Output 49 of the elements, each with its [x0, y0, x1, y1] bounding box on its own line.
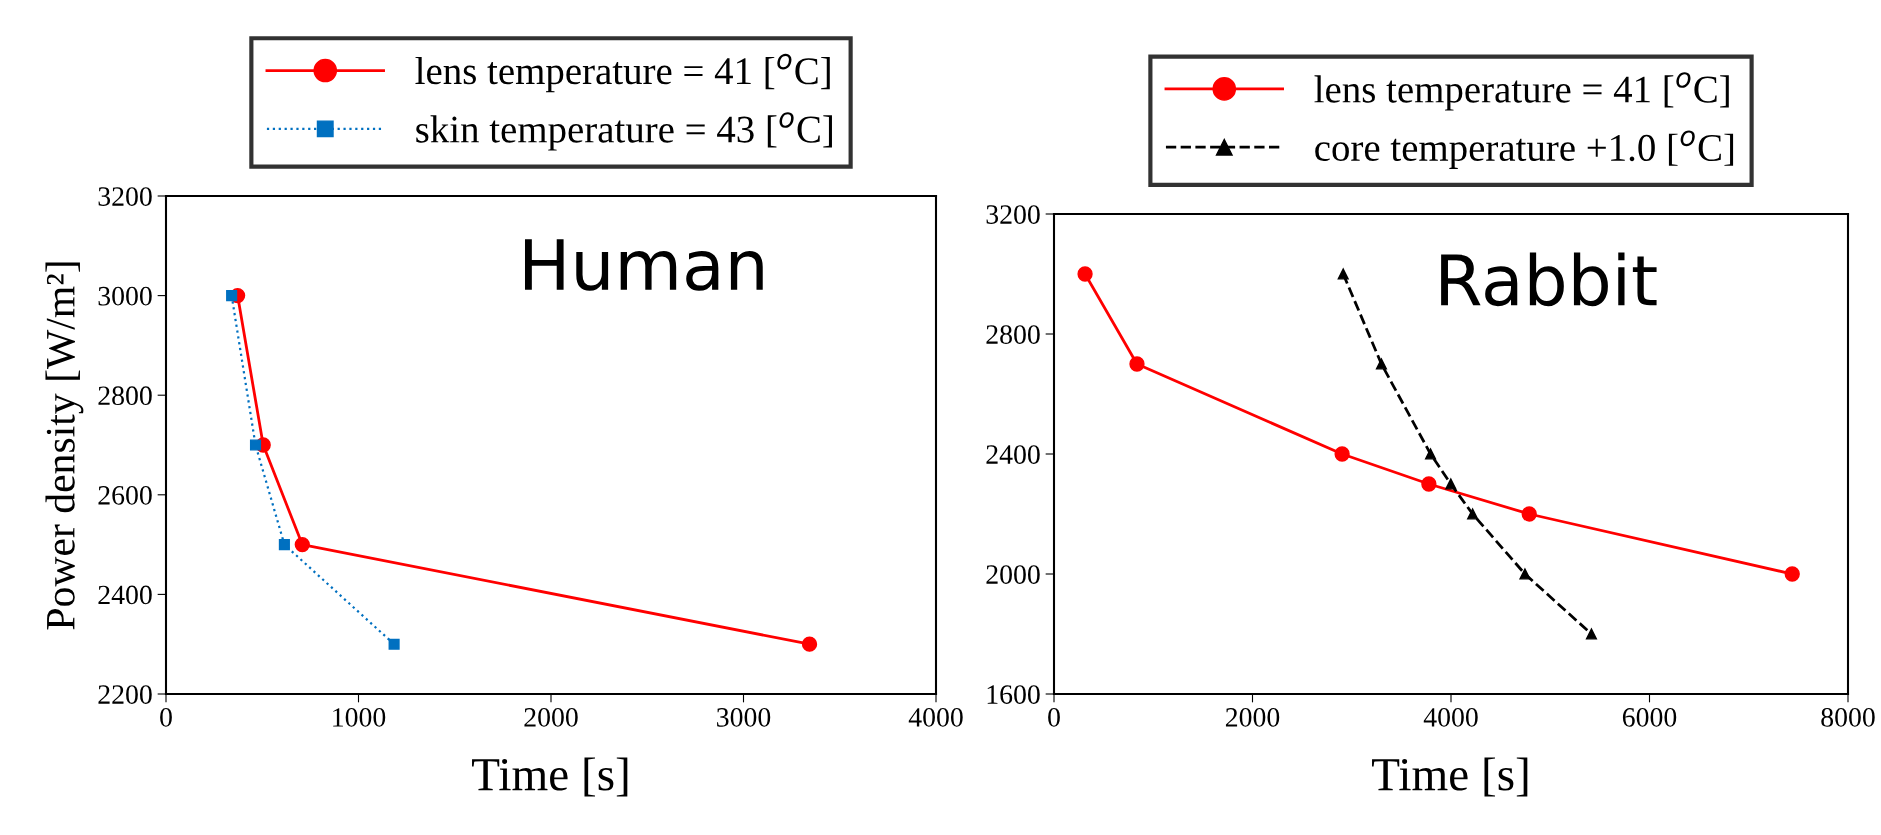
x-tick-label: 0 [160, 708, 172, 727]
point [388, 638, 400, 650]
point [1421, 476, 1437, 492]
y-tick-label: 2400 [98, 585, 152, 605]
x-tick-label: 4000 [1423, 708, 1478, 727]
point [278, 539, 290, 551]
point [801, 636, 818, 652]
x-tick-label: 4000 [908, 708, 963, 727]
y-tick-label: 3000 [98, 286, 152, 306]
point [1129, 356, 1145, 372]
y-tick-label: 2000 [986, 565, 1040, 584]
chart-title: Human [524, 239, 763, 291]
point [1784, 566, 1800, 582]
point [1337, 268, 1349, 280]
y-tick-label: 2600 [98, 485, 152, 505]
x-axis-title: Time [s] [1372, 757, 1528, 797]
point [1521, 506, 1537, 522]
point [1519, 568, 1531, 580]
x-axis-title: Time [s] [472, 757, 628, 797]
point [1334, 446, 1350, 462]
point [1424, 448, 1437, 460]
y-tick-label: 2800 [98, 386, 152, 406]
x-tick-label: 2000 [524, 708, 578, 727]
y-tick-label: 2200 [98, 685, 152, 704]
y-tick-label: 2400 [986, 445, 1040, 464]
y-tick-label: 2800 [986, 325, 1040, 344]
x-tick-label: 2000 [1225, 708, 1280, 727]
legend-label: lens temperature = 41 [$^{o}$C] [1314, 72, 1729, 111]
y-tick-label: 1600 [987, 685, 1040, 704]
x-tick-label: 1000 [333, 708, 386, 727]
legend-label: lens temperature = 41 [$^{o}$C] [415, 53, 830, 93]
x-tick-label: 8000 [1821, 708, 1875, 727]
point [226, 290, 238, 302]
point [249, 439, 262, 451]
point [1467, 508, 1479, 520]
legend-label: skin temperature = 43 [$^{o}$C] [416, 112, 832, 151]
x-tick-label: 6000 [1622, 708, 1677, 727]
y-tick-label: 3200 [986, 205, 1040, 224]
chart-title: Rabbit [1441, 252, 1657, 307]
point [1375, 358, 1387, 370]
legend-label: core temperature +1.0 [$^{o}$C] [1315, 130, 1734, 169]
point [1585, 628, 1598, 640]
point [294, 536, 310, 553]
point [1445, 478, 1457, 490]
point [1077, 266, 1093, 282]
x-tick-label: 0 [1048, 708, 1060, 727]
x-tick-label: 3000 [717, 708, 771, 727]
y-axis-title: Power density [W/m²] [45, 262, 84, 630]
y-tick-label: 3200 [98, 187, 152, 206]
